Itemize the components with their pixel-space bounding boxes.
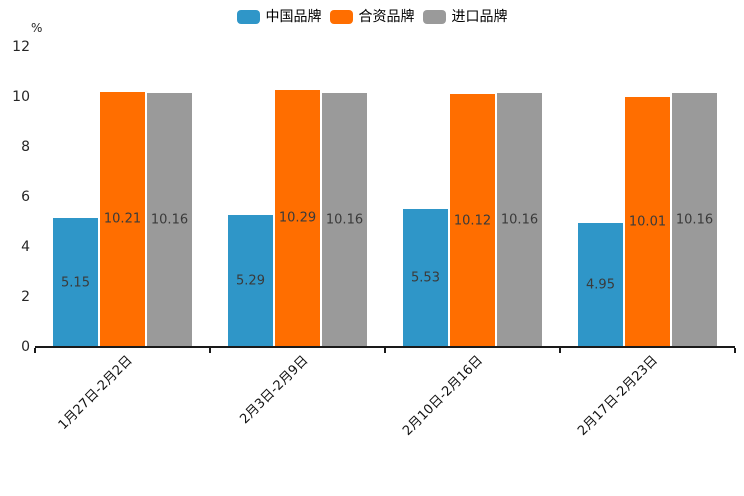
- bar: [403, 208, 448, 347]
- bar-value-label: 10.29: [278, 210, 317, 226]
- bar: [625, 96, 670, 347]
- bar-value-label: 5.53: [411, 270, 440, 286]
- y-axis-tick-label: 4: [21, 239, 30, 255]
- legend-swatch: [236, 10, 260, 24]
- bar: [450, 94, 495, 347]
- x-axis-tick-label: 2月3日-2月9日: [237, 353, 312, 428]
- bar-value-label: 10.12: [453, 213, 492, 228]
- y-axis-tick-label: 2: [21, 289, 30, 305]
- bar: [53, 218, 98, 347]
- x-axis-tick-mark: [209, 348, 211, 353]
- bar: [322, 93, 367, 347]
- bar-value-label: 10.01: [628, 214, 667, 230]
- bar-value-label: 5.15: [61, 275, 90, 291]
- chart-legend: 中国品牌 合资品牌 进口品牌: [0, 9, 744, 25]
- bar: [672, 93, 717, 347]
- bar: [147, 93, 192, 347]
- bar: [100, 91, 145, 347]
- x-axis-tick-label: 1月27日-2月2日: [56, 353, 137, 433]
- bar-value-label: 10.16: [675, 212, 714, 228]
- legend-label: 进口品牌: [451, 9, 508, 25]
- bar: [228, 214, 273, 347]
- legend-label: 合资品牌: [358, 9, 415, 25]
- x-axis-tick-label: 2月10日-2月16日: [400, 353, 487, 439]
- bar-value-label: 10.16: [500, 212, 539, 228]
- y-axis-tick-label: 8: [21, 139, 30, 155]
- bar-value-label: 10.16: [150, 212, 189, 228]
- legend-swatch: [422, 10, 446, 24]
- x-axis-tick-mark: [734, 348, 736, 353]
- bar-value-label: 10.21: [103, 211, 142, 227]
- legend-item: 合资品牌: [329, 9, 415, 25]
- bar-value-label: 10.16: [325, 212, 364, 228]
- bar-value-label: 4.95: [586, 277, 615, 293]
- y-axis-tick-label: 0: [21, 339, 30, 355]
- legend-item: 中国品牌: [236, 9, 322, 25]
- legend-item: 进口品牌: [422, 9, 508, 25]
- x-axis-tick-mark: [34, 348, 36, 353]
- bar-value-label: 5.29: [236, 273, 265, 289]
- x-axis-line: [35, 346, 735, 348]
- x-axis-tick-mark: [384, 348, 386, 353]
- y-axis-tick-label: 10: [12, 89, 30, 105]
- bar: [275, 89, 320, 347]
- y-axis-tick-label: 12: [12, 39, 30, 55]
- x-axis-tick-label: 2月17日-2月23日: [575, 353, 662, 439]
- bar: [578, 223, 623, 347]
- y-axis-unit-label: %: [31, 21, 43, 35]
- bar: [497, 93, 542, 347]
- y-axis-tick-label: 6: [21, 189, 30, 205]
- legend-swatch: [329, 10, 353, 24]
- legend-label: 中国品牌: [265, 9, 322, 25]
- x-axis-tick-mark: [559, 348, 561, 353]
